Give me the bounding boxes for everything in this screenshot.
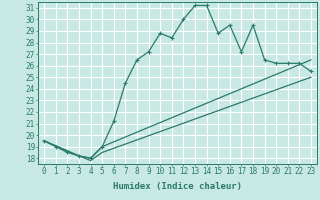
X-axis label: Humidex (Indice chaleur): Humidex (Indice chaleur) <box>113 182 242 191</box>
